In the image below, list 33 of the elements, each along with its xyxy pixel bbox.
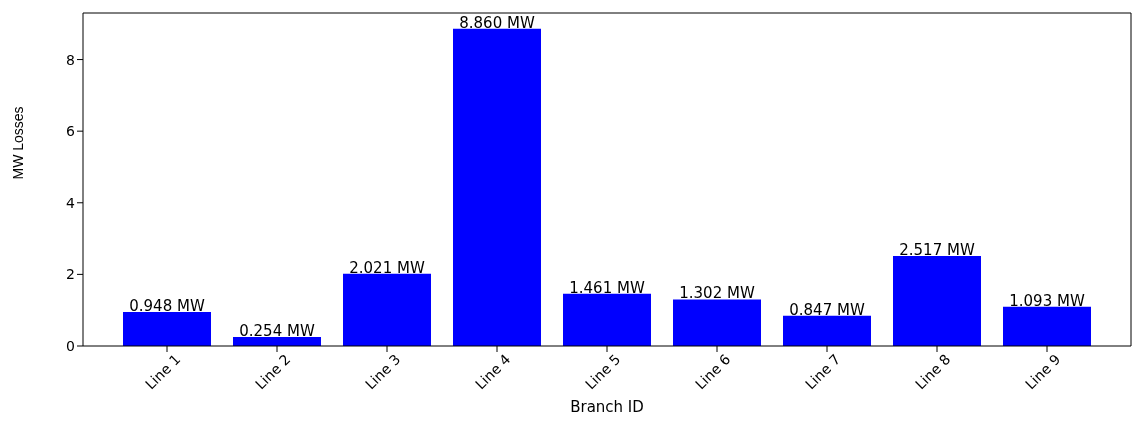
x-tick-label: Line 5 — [582, 351, 624, 393]
y-tick-label: 8 — [66, 51, 75, 68]
y-axis-title: MW Losses — [9, 106, 26, 180]
y-tick-label: 4 — [66, 194, 76, 211]
bar — [783, 315, 871, 346]
x-tick-label: Line 8 — [912, 351, 954, 393]
y-tick-label: 2 — [66, 266, 75, 283]
bar — [673, 299, 761, 346]
bar — [123, 312, 211, 346]
data-label: 2.517 MW — [899, 240, 975, 259]
y-tick-label: 0 — [66, 337, 75, 354]
bar — [893, 255, 981, 346]
x-tick-label: Line 3 — [362, 351, 404, 393]
x-tick-label: Line 7 — [802, 351, 844, 393]
bar — [563, 293, 651, 346]
data-label: 0.847 MW — [789, 300, 865, 319]
x-tick-label: Line 1 — [142, 351, 184, 393]
bar — [1003, 306, 1091, 346]
bar — [343, 273, 431, 346]
data-label: 1.461 MW — [569, 278, 645, 297]
x-tick-label: Line 4 — [472, 351, 514, 393]
x-tick-label: Line 2 — [252, 351, 294, 393]
data-label: 8.860 MW — [459, 13, 535, 32]
x-axis-title: Branch ID — [570, 398, 644, 416]
data-label: 0.254 MW — [239, 321, 315, 340]
x-tick-label: Line 6 — [692, 351, 734, 393]
data-label: 2.021 MW — [349, 258, 425, 277]
data-label: 1.093 MW — [1009, 291, 1085, 310]
x-tick-label: Line 9 — [1022, 351, 1064, 393]
bar — [453, 28, 541, 346]
data-label: 0.948 MW — [129, 297, 205, 316]
y-tick-label: 6 — [66, 123, 76, 140]
data-label: 1.302 MW — [679, 284, 755, 303]
